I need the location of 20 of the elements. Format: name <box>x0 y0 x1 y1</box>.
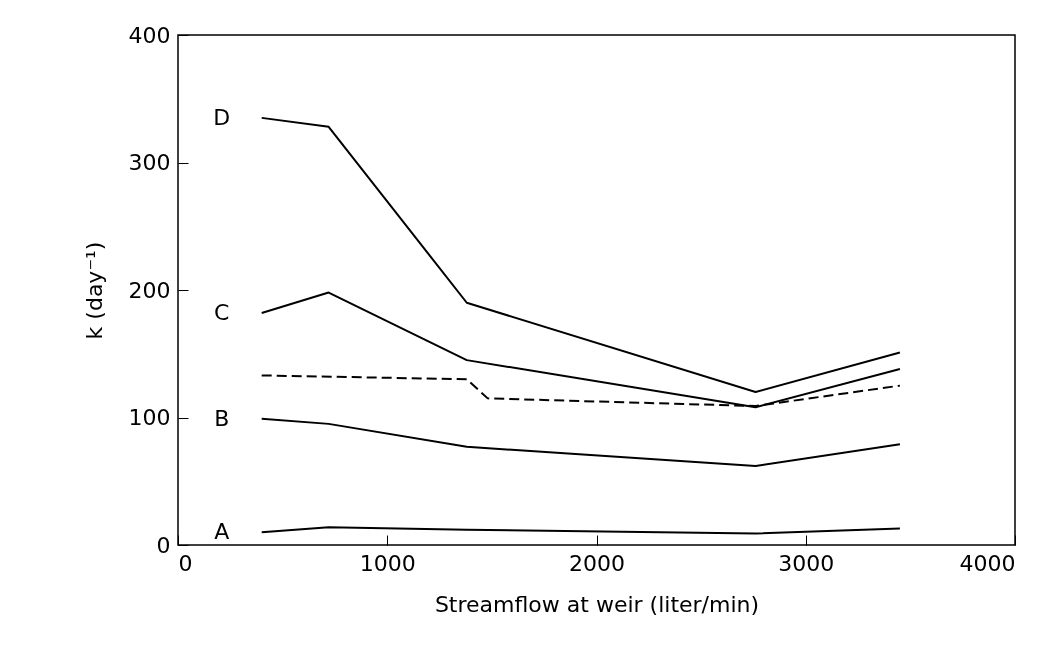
y-axis-title: k (day⁻¹) <box>81 241 107 340</box>
x-tick-label: 2000 <box>569 550 625 576</box>
y-tick-label: 0 <box>156 532 171 558</box>
line-series <box>260 417 901 467</box>
y-tick-label: 100 <box>128 405 171 430</box>
x-tick-label: 0 <box>178 550 193 576</box>
line-series <box>260 526 901 535</box>
line-series <box>260 116 901 393</box>
series-label: A <box>214 519 230 545</box>
series-label: C <box>214 299 230 325</box>
x-tick-label: 3000 <box>778 550 835 576</box>
x-axis-title: Streamflow at weir (liter/min) <box>434 591 760 617</box>
y-tick-label: 300 <box>128 150 171 175</box>
series-label: D <box>213 104 231 130</box>
series-label: B <box>214 405 230 431</box>
x-tick-label: 4000 <box>959 550 1016 576</box>
y-tick-label: 200 <box>128 277 171 303</box>
y-tick-label: 400 <box>128 22 171 48</box>
x-tick-label: 1000 <box>359 550 416 576</box>
line-series <box>260 291 901 409</box>
